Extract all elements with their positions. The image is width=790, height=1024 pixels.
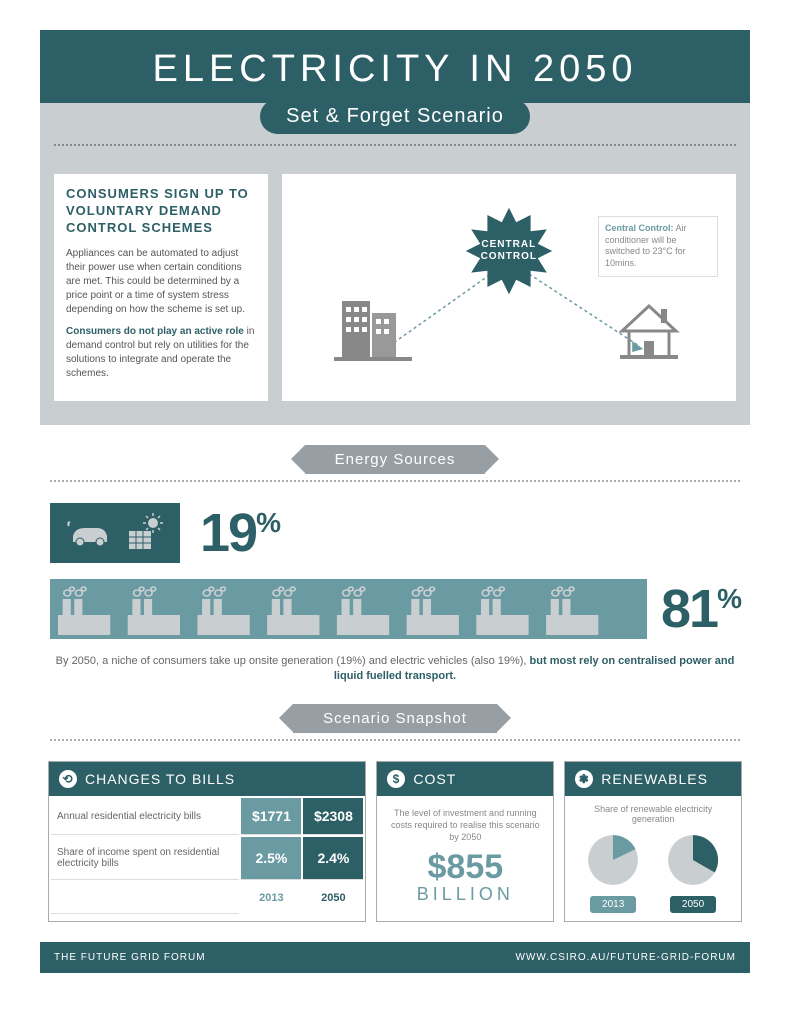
onsite-row: 19% bbox=[50, 502, 740, 564]
car-icon bbox=[65, 518, 115, 548]
snapshot-banner: Scenario Snapshot bbox=[293, 704, 497, 733]
infographic-page: ELECTRICITY IN 2050 Set & Forget Scenari… bbox=[0, 0, 790, 1003]
cost-unit: BILLION bbox=[387, 884, 543, 905]
factories-icon bbox=[58, 585, 639, 635]
pie-2050 bbox=[665, 832, 721, 888]
table-row: Share of income spent on residential ele… bbox=[51, 837, 363, 880]
note-heading: Central Control: bbox=[605, 223, 674, 233]
control-note-box: Central Control: Air conditioner will be… bbox=[598, 216, 718, 277]
intro-paragraph-1: Appliances can be automated to adjust th… bbox=[66, 247, 256, 317]
starburst-badge: CENTRAL CONTROL bbox=[464, 206, 554, 296]
bills-table: Annual residential electricity bills $17… bbox=[49, 796, 365, 916]
header-bar: ELECTRICITY IN 2050 bbox=[40, 30, 750, 103]
intro-paragraph-2: Consumers do not play an active role in … bbox=[66, 325, 256, 381]
subtitle-pill: Set & Forget Scenario bbox=[260, 99, 530, 134]
renewables-card: ❃ RENEWABLES Share of renewable electric… bbox=[564, 761, 742, 922]
grid-row: 81% bbox=[50, 578, 740, 640]
intro-text-box: CONSUMERS SIGN UP TO VOLUNTARY DEMAND CO… bbox=[54, 174, 268, 401]
cost-description: The level of investment and running cost… bbox=[387, 808, 543, 843]
cost-body: The level of investment and running cost… bbox=[377, 796, 553, 916]
onsite-icon-box bbox=[50, 503, 180, 563]
building-icon bbox=[334, 291, 414, 366]
dotted-divider-2 bbox=[50, 480, 740, 482]
pill-2050: 2050 bbox=[670, 896, 716, 913]
table-row: 2013 2050 bbox=[51, 882, 363, 914]
central-control-label: CENTRAL CONTROL bbox=[481, 239, 537, 263]
year-label-2050: 2050 bbox=[303, 882, 363, 914]
dollar-icon: $ bbox=[387, 770, 405, 788]
cost-heading: $ COST bbox=[377, 762, 553, 796]
intro-heading: CONSUMERS SIGN UP TO VOLUNTARY DEMAND CO… bbox=[66, 186, 256, 237]
year-pills-row: 2013 2050 bbox=[573, 896, 733, 913]
bill-row2-label: Share of income spent on residential ele… bbox=[51, 837, 239, 880]
footer-left: THE FUTURE GRID FORUM bbox=[54, 952, 206, 963]
renewables-body: Share of renewable electricity generatio… bbox=[565, 796, 741, 921]
bill-row1-2013: $1771 bbox=[241, 798, 301, 835]
page-title: ELECTRICITY IN 2050 bbox=[40, 48, 750, 91]
onsite-percent: 19% bbox=[200, 502, 279, 564]
pill-2013: 2013 bbox=[590, 896, 636, 913]
intro-text-column: CONSUMERS SIGN UP TO VOLUNTARY DEMAND CO… bbox=[54, 174, 268, 401]
cost-amount: $855 bbox=[387, 850, 543, 884]
year-label-2013: 2013 bbox=[241, 882, 301, 914]
dotted-divider-3 bbox=[50, 739, 740, 741]
dotted-divider bbox=[54, 144, 736, 146]
intro-section: CONSUMERS SIGN UP TO VOLUNTARY DEMAND CO… bbox=[40, 154, 750, 425]
central-control-diagram: CENTRAL CONTROL Central Control: Air con… bbox=[294, 186, 724, 366]
panel-sun-icon bbox=[125, 513, 165, 553]
energy-sources-banner: Energy Sources bbox=[305, 445, 486, 474]
house-icon bbox=[614, 301, 684, 366]
bill-row1-label: Annual residential electricity bills bbox=[51, 798, 239, 835]
renewables-description: Share of renewable electricity generatio… bbox=[573, 804, 733, 824]
bills-card: ⟲ CHANGES TO BILLS Annual residential el… bbox=[48, 761, 366, 922]
grid-percent: 81% bbox=[661, 578, 740, 640]
bills-heading: ⟲ CHANGES TO BILLS bbox=[49, 762, 365, 796]
snapshot-section: ⟲ CHANGES TO BILLS Annual residential el… bbox=[40, 761, 750, 922]
cost-card: $ COST The level of investment and runni… bbox=[376, 761, 554, 922]
footer-bar: THE FUTURE GRID FORUM WWW.CSIRO.AU/FUTUR… bbox=[40, 942, 750, 973]
bill-row2-2013: 2.5% bbox=[241, 837, 301, 880]
pie-charts-row bbox=[573, 832, 733, 888]
leaf-icon: ❃ bbox=[575, 770, 593, 788]
diagram-box: CENTRAL CONTROL Central Control: Air con… bbox=[282, 174, 736, 401]
snapshot-banner-wrap: Scenario Snapshot bbox=[40, 704, 750, 733]
energy-banner-wrap: Energy Sources bbox=[40, 445, 750, 474]
bill-row1-2050: $2308 bbox=[303, 798, 363, 835]
arrows-icon: ⟲ bbox=[59, 770, 77, 788]
energy-section: 19% 81% By 2050, a niche of consumers ta… bbox=[40, 502, 750, 685]
energy-description: By 2050, a niche of consumers take up on… bbox=[50, 654, 740, 685]
renewables-heading: ❃ RENEWABLES bbox=[565, 762, 741, 796]
subtitle-bar: Set & Forget Scenario bbox=[40, 103, 750, 154]
factory-bar bbox=[50, 579, 647, 639]
table-row: Annual residential electricity bills $17… bbox=[51, 798, 363, 835]
footer-right: WWW.CSIRO.AU/FUTURE-GRID-FORUM bbox=[515, 952, 736, 963]
bill-row2-2050: 2.4% bbox=[303, 837, 363, 880]
pie-2013 bbox=[585, 832, 641, 888]
